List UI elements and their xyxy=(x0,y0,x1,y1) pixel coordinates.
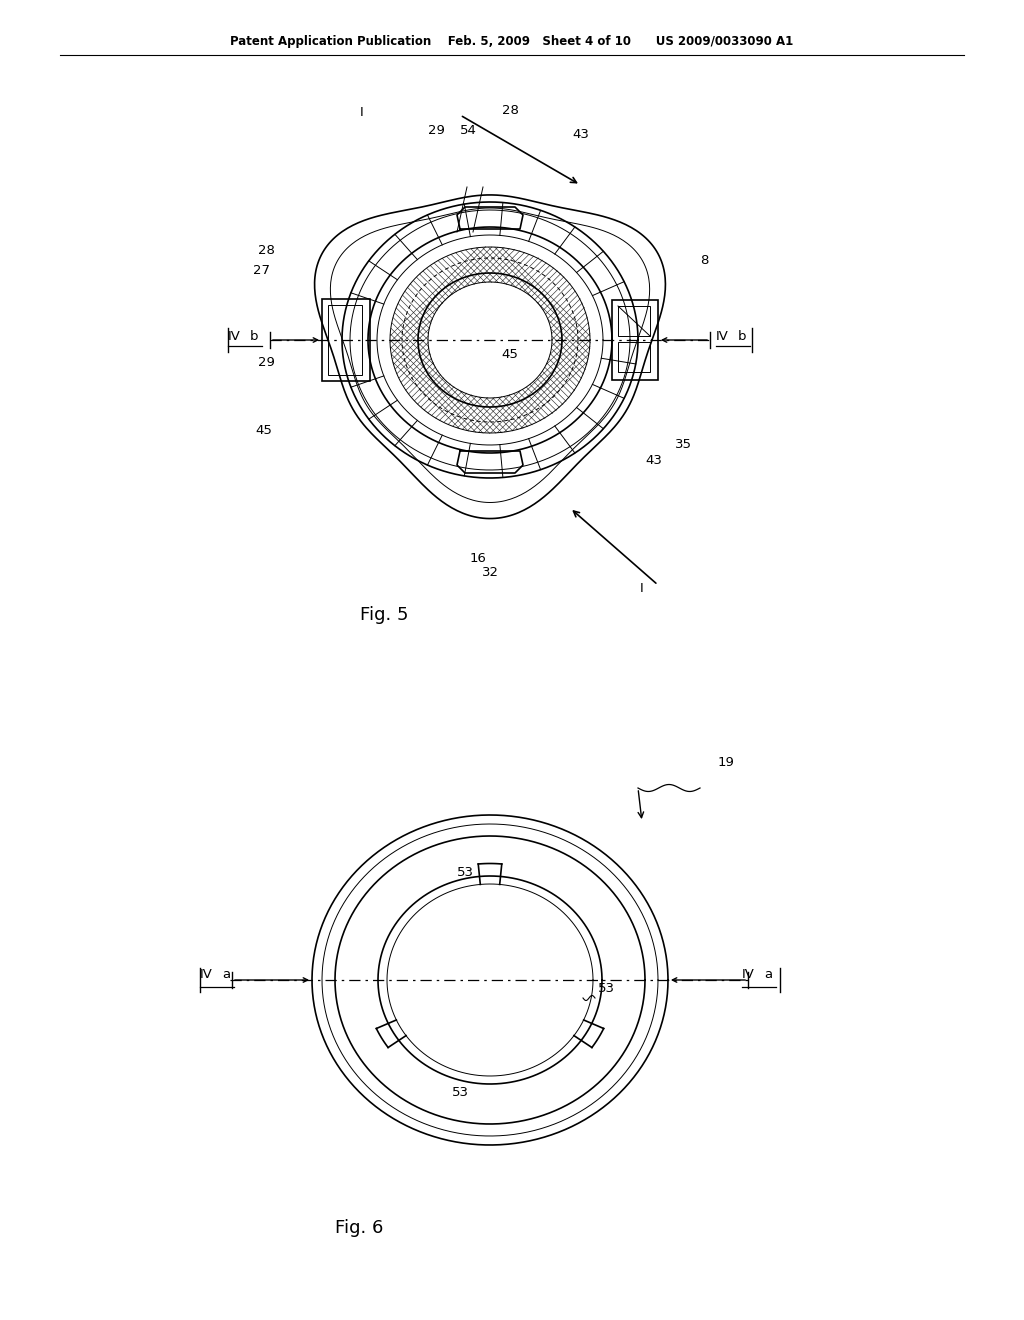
Bar xyxy=(618,342,650,372)
Text: I: I xyxy=(360,106,364,119)
Text: IV: IV xyxy=(742,969,755,982)
Text: 53: 53 xyxy=(452,1085,469,1098)
Text: Fig. 6: Fig. 6 xyxy=(335,1218,383,1237)
Text: Fig. 5: Fig. 5 xyxy=(360,606,409,624)
Text: I: I xyxy=(640,582,644,594)
Text: 45: 45 xyxy=(255,424,272,437)
Text: a: a xyxy=(222,969,230,982)
Text: 19: 19 xyxy=(718,755,735,768)
Text: b: b xyxy=(738,330,746,342)
Text: 29: 29 xyxy=(258,355,275,368)
Text: a: a xyxy=(764,969,772,982)
Bar xyxy=(612,300,658,380)
Text: 45: 45 xyxy=(502,348,518,362)
Bar xyxy=(618,306,650,337)
Text: 28: 28 xyxy=(502,103,518,116)
Text: 53: 53 xyxy=(598,982,615,994)
Text: 32: 32 xyxy=(482,565,499,578)
Text: IV: IV xyxy=(200,969,213,982)
Bar xyxy=(322,300,370,381)
Text: 16: 16 xyxy=(470,552,486,565)
Text: IV: IV xyxy=(228,330,241,342)
Text: 28: 28 xyxy=(258,243,275,256)
Bar xyxy=(328,305,362,375)
Text: 29: 29 xyxy=(428,124,444,136)
Text: 8: 8 xyxy=(700,253,709,267)
Text: 35: 35 xyxy=(675,438,692,451)
Text: 43: 43 xyxy=(572,128,589,141)
Text: IV: IV xyxy=(716,330,729,342)
Text: 54: 54 xyxy=(460,124,477,136)
Text: 43: 43 xyxy=(645,454,662,466)
Text: Patent Application Publication    Feb. 5, 2009   Sheet 4 of 10      US 2009/0033: Patent Application Publication Feb. 5, 2… xyxy=(230,36,794,49)
Text: 27: 27 xyxy=(253,264,270,276)
Text: 53: 53 xyxy=(457,866,473,879)
Text: b: b xyxy=(250,330,258,342)
